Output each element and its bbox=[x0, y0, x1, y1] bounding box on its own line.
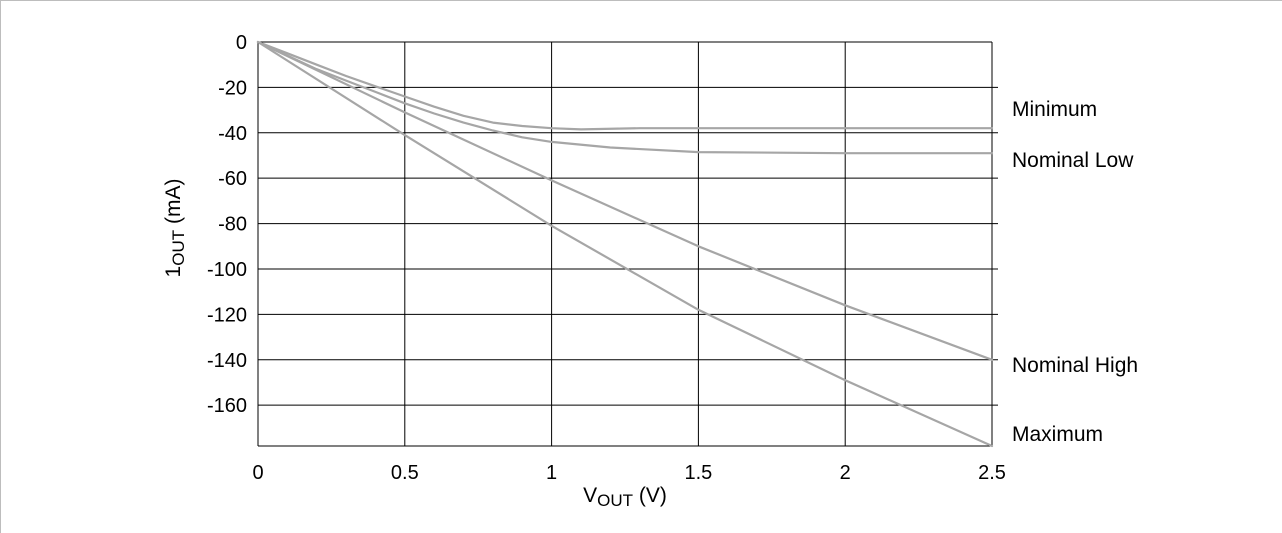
x-tick-label: 0.5 bbox=[391, 462, 419, 484]
y-tick-label: -80 bbox=[218, 214, 247, 236]
y-tick-label: -60 bbox=[218, 168, 247, 190]
plot-area-frame bbox=[257, 41, 992, 447]
y-tick-label: -160 bbox=[207, 395, 247, 417]
y-tick-label: 0 bbox=[236, 32, 247, 54]
series-label-nominal-high: Nominal High bbox=[1012, 354, 1138, 377]
x-tick-label: 1.5 bbox=[684, 462, 712, 484]
y-tick-label: -140 bbox=[207, 350, 247, 372]
y-axis-label-unit: (mA) bbox=[162, 179, 185, 230]
y-tick-labels: 0 -20 -40 -60 -80 -100 -120 -140 -160 bbox=[207, 32, 247, 417]
x-tick-label: 0 bbox=[252, 462, 263, 484]
y-tick-label: -20 bbox=[218, 77, 247, 99]
x-axis-label-unit: (V) bbox=[633, 484, 667, 507]
x-tick-labels: 0 0.5 1 1.5 2 2.5 bbox=[252, 462, 1005, 484]
page-frame-top-border bbox=[0, 0, 1282, 1]
x-axis-label-main: V bbox=[583, 484, 597, 507]
series-line-minimum bbox=[256, 40, 994, 131]
page-frame-left-border bbox=[0, 0, 1, 533]
y-tick-label: -120 bbox=[207, 304, 247, 326]
y-axis-label-main: 1 bbox=[162, 266, 185, 278]
x-axis-label-subscript: OUT bbox=[597, 491, 633, 510]
series-label-maximum: Maximum bbox=[1012, 423, 1103, 446]
y-axis-label: 1OUT (mA) bbox=[162, 179, 188, 278]
series-label-minimum: Minimum bbox=[1012, 98, 1097, 121]
series-label-nominal-low: Nominal Low bbox=[1012, 149, 1134, 172]
grid-lines bbox=[258, 42, 998, 446]
series-line-nominal-high bbox=[256, 40, 994, 361]
x-tick-label: 1 bbox=[546, 462, 557, 484]
y-axis-label-subscript: OUT bbox=[169, 230, 188, 266]
y-tick-label: -40 bbox=[218, 123, 247, 145]
series-line-nominal-low bbox=[256, 40, 994, 155]
series-lines bbox=[256, 40, 994, 448]
x-axis-label: VOUT (V) bbox=[583, 484, 667, 510]
y-tick-label: -100 bbox=[207, 259, 247, 281]
series-line-maximum bbox=[256, 40, 994, 448]
x-tick-label: 2.5 bbox=[978, 462, 1006, 484]
x-tick-label: 2 bbox=[840, 462, 851, 484]
series-labels: Minimum Nominal Low Nominal High Maximum bbox=[1012, 98, 1138, 446]
